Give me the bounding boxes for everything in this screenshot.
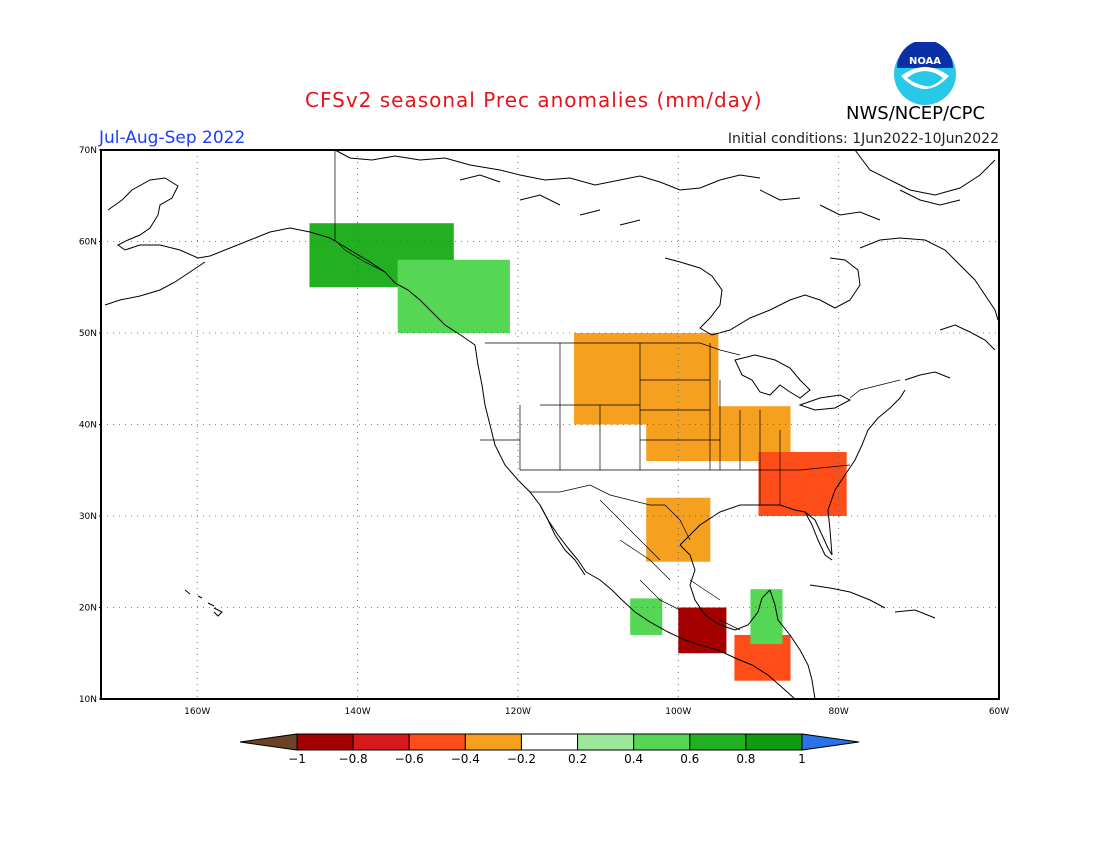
colorbar-tick-label: 1 — [798, 752, 806, 766]
colorbar-segment — [520, 733, 579, 751]
lat-label: 50N — [79, 329, 97, 339]
gulf-north-coastline — [679, 504, 833, 556]
colorbar-tick-label: 0.8 — [736, 752, 755, 766]
latitude-labels: 70N 60N 50N 40N 30N 20N 10N — [79, 146, 101, 705]
colorbar-tick-label: −0.6 — [395, 752, 424, 766]
anomaly-region-southeast-us-dry — [758, 451, 847, 516]
colorbar-segment — [464, 733, 522, 751]
colorbar-segment — [577, 733, 635, 751]
florida-coastline — [804, 511, 833, 561]
colorbar-segment — [408, 733, 466, 751]
mexico-pacific-coastline — [585, 571, 796, 700]
hawaii-coastline — [184, 589, 223, 617]
colorbar-segment — [745, 733, 803, 751]
us-canada-border — [485, 342, 901, 399]
map-title: CFSv2 seasonal Prec anomalies (mm/day) — [305, 88, 763, 112]
lat-label: 20N — [79, 604, 97, 614]
anomaly-region-texas-dry — [646, 497, 711, 562]
state-lines — [480, 343, 851, 505]
colorbar-tick-label: −0.2 — [507, 752, 536, 766]
labrador-coastline — [859, 237, 999, 321]
colorbar: −1 −0.8 −0.6 −0.4 −0.2 0.2 0.4 0.6 0.8 1 — [239, 733, 860, 766]
agency-label: NWS/NCEP/CPC — [846, 103, 986, 124]
alaska-coastline — [107, 177, 476, 346]
lat-label: 10N — [79, 695, 97, 705]
lon-label: 160W — [184, 707, 210, 717]
lon-label: 120W — [505, 707, 531, 717]
lon-label: 60W — [989, 707, 1009, 717]
map-background — [101, 150, 999, 699]
anomaly-region-pacific-nw-canada-wet — [397, 259, 510, 333]
colorbar-tick-label: −0.4 — [451, 752, 480, 766]
lat-label: 30N — [79, 512, 97, 522]
colorbar-right-arrow — [801, 733, 860, 751]
mexico-states — [599, 499, 741, 631]
colorbar-left-arrow — [239, 733, 298, 751]
logo-text: NOAA — [909, 56, 941, 67]
political-borders — [334, 150, 901, 631]
baja-coastline — [539, 504, 586, 576]
lat-label: 60N — [79, 238, 97, 248]
noaa-logo-icon: NOAA — [894, 42, 956, 105]
season-label: Jul-Aug-Sep 2022 — [99, 128, 246, 148]
cuba-coastline — [809, 584, 886, 609]
colorbar-tick-label: −0.8 — [339, 752, 368, 766]
lake-erie — [798, 394, 852, 411]
longitude-labels: 160W 140W 120W 100W 80W 60W — [184, 707, 1009, 717]
colorbar-tick-label: 0.6 — [680, 752, 699, 766]
gulf-coastline — [679, 544, 771, 631]
coastlines — [104, 149, 999, 700]
hispaniola-coastline — [894, 609, 936, 619]
arctic-islands — [459, 174, 961, 226]
colorbar-tick-label: −1 — [288, 752, 306, 766]
newfoundland-coastline — [939, 324, 996, 351]
colorbar-segment — [352, 733, 410, 751]
greenland-coastline — [854, 149, 996, 196]
hudson-bay-coastline — [664, 257, 861, 336]
lon-label: 140W — [345, 707, 371, 717]
us-mexico-border — [530, 484, 691, 541]
colorbar-tick-label: 0.4 — [624, 752, 643, 766]
central-america-coastline — [769, 589, 816, 700]
lat-label: 70N — [79, 146, 97, 156]
nova-scotia-coastline — [904, 371, 951, 381]
us-east-coastline — [827, 389, 906, 556]
arctic-coastline — [334, 149, 761, 191]
anomaly-region-southern-mexico-very-dry — [678, 607, 727, 654]
colorbar-tick-label: 0.2 — [568, 752, 587, 766]
anomaly-region-western-mexico-wet — [630, 598, 663, 635]
aleutian-coastline — [104, 261, 206, 306]
alaska-canada-border — [334, 150, 386, 273]
lat-label: 40N — [79, 421, 97, 431]
colorbar-segment — [633, 733, 691, 751]
great-lakes — [734, 354, 811, 399]
initial-conditions-label: Initial conditions: 1Jun2022-10Jun2022 — [727, 131, 999, 147]
lon-label: 80W — [828, 707, 848, 717]
colorbar-segment — [689, 733, 747, 751]
colorbar-segment — [296, 733, 354, 751]
lon-label: 100W — [665, 707, 691, 717]
